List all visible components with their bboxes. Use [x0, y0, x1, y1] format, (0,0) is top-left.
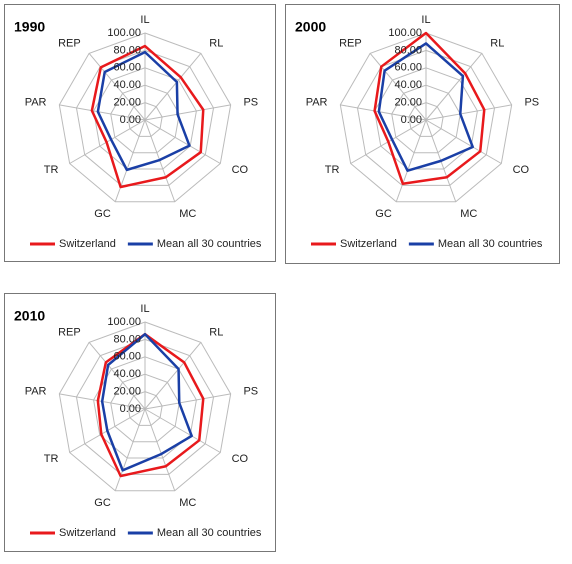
grid-ring: [356, 49, 496, 186]
series-line: [377, 42, 474, 172]
grid-ring: [75, 338, 215, 475]
spoke: [144, 53, 202, 121]
grid-ring: [127, 102, 163, 137]
grid-ring: [58, 321, 232, 492]
spoke: [425, 53, 483, 121]
grid-ring: [75, 49, 215, 186]
spoke: [144, 393, 231, 410]
chart-panel: 2000 IL RL PS CO MC GC TR PAR REP 0.00 20.00 40.00 60…: [285, 4, 560, 264]
r-tick-label: 100.00: [388, 27, 422, 39]
spoke: [425, 104, 512, 121]
series-line: [90, 44, 205, 189]
spoke: [340, 104, 427, 121]
legend-label: Mean all 30 countries: [438, 238, 543, 250]
axis-label: GC: [375, 208, 392, 220]
series-line: [96, 50, 191, 172]
chart-panel: 2010 IL RL PS CO MC GC TR PAR REP 0.00 20.00 40.00 60…: [4, 293, 276, 552]
axis-label: PAR: [25, 386, 47, 398]
axis-label: REP: [339, 37, 362, 49]
r-tick-label: 60.00: [394, 62, 422, 74]
axis-label: RL: [490, 37, 504, 49]
spoke: [144, 104, 231, 121]
spoke: [88, 342, 146, 410]
legend-label: Switzerland: [59, 238, 116, 250]
axis-label: TR: [44, 164, 59, 176]
r-tick-label: 0.00: [120, 114, 141, 126]
r-tick-label: 80.00: [113, 333, 141, 345]
grid-ring: [374, 67, 478, 170]
r-tick-label: 20.00: [113, 97, 141, 109]
panel-title: 2000: [295, 19, 326, 35]
panel-title: 1990: [14, 19, 45, 35]
legend-label: Switzerland: [59, 527, 116, 539]
spoke: [425, 119, 502, 164]
chart-panel: 1990 IL RL PS CO MC GC TR PAR REP 0.00 20.00 40.00 60…: [4, 4, 276, 262]
series-line: [100, 332, 193, 472]
r-tick-label: 40.00: [394, 79, 422, 91]
grid-ring: [110, 373, 180, 443]
axis-label: CO: [232, 164, 249, 176]
r-tick-label: 80.00: [113, 44, 141, 56]
r-tick-label: 100.00: [107, 27, 141, 39]
series-line: [373, 31, 486, 186]
axis-label: MC: [179, 497, 196, 509]
r-tick-label: 0.00: [401, 114, 422, 126]
r-tick-label: 40.00: [113, 79, 141, 91]
axis-label: PS: [524, 97, 539, 109]
axis-label: GC: [94, 208, 111, 220]
spoke: [395, 119, 427, 202]
spoke: [144, 408, 176, 491]
spoke: [144, 342, 202, 410]
axis-label: PS: [243, 386, 258, 398]
grid-ring: [110, 84, 180, 154]
panel-border: [285, 4, 560, 264]
axis-label: REP: [58, 37, 81, 49]
grid-ring: [339, 32, 513, 203]
r-tick-label: 20.00: [113, 386, 141, 398]
grid-ring: [58, 32, 232, 203]
axis-label: MC: [460, 208, 477, 220]
axis-label: IL: [421, 14, 430, 26]
r-tick-label: 20.00: [394, 97, 422, 109]
legend-label: Switzerland: [340, 238, 397, 250]
panel-title: 2010: [14, 308, 45, 324]
spoke: [59, 104, 146, 121]
axis-label: TR: [44, 453, 59, 465]
grid-ring: [391, 84, 461, 154]
axis-label: TR: [325, 164, 340, 176]
r-tick-label: 60.00: [113, 351, 141, 363]
axis-label: RL: [209, 37, 223, 49]
axis-label: IL: [140, 303, 149, 315]
grid-ring: [93, 67, 197, 170]
legend-label: Mean all 30 countries: [157, 238, 262, 250]
axis-label: GC: [94, 497, 111, 509]
spoke: [88, 53, 146, 121]
axis-label: PS: [243, 97, 258, 109]
spoke: [144, 408, 221, 453]
axis-label: REP: [58, 326, 81, 338]
r-tick-label: 40.00: [113, 368, 141, 380]
legend-label: Mean all 30 countries: [157, 527, 262, 539]
spoke: [369, 53, 427, 121]
axis-label: MC: [179, 208, 196, 220]
axis-label: CO: [513, 164, 530, 176]
spoke: [144, 119, 221, 164]
grid-ring: [408, 102, 444, 137]
axis-label: CO: [232, 453, 249, 465]
series-line: [96, 332, 205, 478]
r-tick-label: 0.00: [120, 403, 141, 415]
r-tick-label: 60.00: [113, 62, 141, 74]
r-tick-label: 80.00: [394, 44, 422, 56]
axis-label: IL: [140, 14, 149, 26]
axis-label: PAR: [306, 97, 328, 109]
axis-label: PAR: [25, 97, 47, 109]
axis-label: RL: [209, 326, 223, 338]
r-tick-label: 100.00: [107, 316, 141, 328]
grid-ring: [127, 391, 163, 426]
